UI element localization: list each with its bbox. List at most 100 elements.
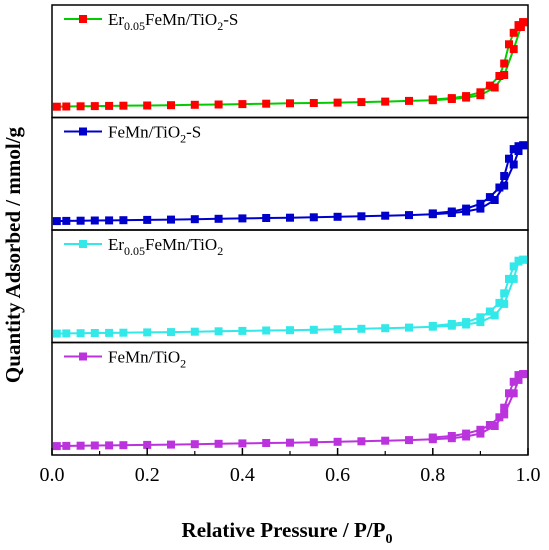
data-point <box>381 97 390 106</box>
data-point <box>52 217 61 226</box>
data-point <box>405 436 413 445</box>
x-axis-title-subscript: 0 <box>385 532 392 547</box>
data-point <box>509 262 518 271</box>
legend-subscript: 0.05 <box>124 244 145 258</box>
x-axis-title: Relative Pressure / P/P0 <box>182 518 393 547</box>
legend-subscript: 2 <box>217 244 223 258</box>
data-point <box>286 326 294 335</box>
data-point <box>143 215 152 224</box>
data-point <box>381 324 390 333</box>
data-point <box>262 214 271 222</box>
data-point <box>405 96 413 105</box>
data-point <box>105 101 114 110</box>
data-point <box>286 438 294 447</box>
data-point <box>505 389 513 398</box>
data-point <box>476 313 485 322</box>
legend-text-part: FeMn/TiO <box>108 348 180 367</box>
data-point <box>238 214 247 223</box>
legend-subscript: 2 <box>217 19 223 33</box>
data-point <box>509 389 518 398</box>
data-point <box>500 71 509 79</box>
data-point <box>167 101 175 110</box>
data-point <box>476 88 485 97</box>
y-axis-title: Quantity Adsorbed / mmol/g <box>1 126 25 383</box>
data-point <box>214 439 223 448</box>
data-point <box>52 442 61 451</box>
data-point <box>309 325 318 334</box>
data-point <box>357 98 366 107</box>
data-point <box>514 371 523 380</box>
data-point <box>476 204 485 213</box>
data-point <box>76 441 85 450</box>
legend-marker <box>79 240 87 248</box>
x-tick-label: 0.4 <box>230 464 255 486</box>
data-point <box>519 18 528 27</box>
data-point <box>519 255 528 264</box>
data-point <box>190 100 199 109</box>
x-tick-label: 0.6 <box>325 464 350 486</box>
data-point <box>119 216 128 225</box>
x-axis: 0.0 0.2 0.4 0.6 0.8 1.0 <box>40 448 541 486</box>
data-point <box>509 160 518 169</box>
data-point <box>62 441 71 450</box>
data-point <box>505 40 513 49</box>
data-point <box>476 199 485 208</box>
data-point <box>238 326 247 335</box>
data-point <box>447 207 456 216</box>
data-point <box>509 145 518 154</box>
x-tick-label: 0.8 <box>420 464 445 486</box>
data-point <box>462 318 471 327</box>
data-point <box>214 100 223 109</box>
data-point <box>495 72 504 80</box>
data-point <box>119 101 128 110</box>
legend-subscript: 2 <box>180 132 186 146</box>
legend-text-part: FeMn/TiO <box>145 10 217 29</box>
data-point <box>447 94 456 103</box>
data-point <box>509 274 518 283</box>
data-point <box>509 377 518 386</box>
data-point <box>514 256 523 265</box>
data-point <box>462 429 471 438</box>
data-point <box>447 432 456 440</box>
data-point <box>167 440 175 449</box>
data-point <box>514 147 523 155</box>
legend-marker <box>79 127 87 136</box>
data-point <box>490 311 499 320</box>
data-point <box>405 323 413 332</box>
data-point <box>490 196 499 204</box>
data-point <box>485 193 494 202</box>
data-point <box>143 440 152 449</box>
legend-marker <box>79 352 87 361</box>
data-point <box>286 213 294 222</box>
data-point <box>428 433 437 442</box>
data-point <box>76 102 85 111</box>
data-point <box>62 216 71 225</box>
data-point <box>514 21 523 30</box>
data-point <box>476 425 485 434</box>
data-point <box>238 439 247 448</box>
data-point <box>190 215 199 224</box>
data-point <box>509 45 518 54</box>
panel-1: Er0.05FeMn/TiO2-S <box>51 4 529 119</box>
data-point <box>500 172 509 180</box>
data-point <box>495 183 504 192</box>
data-point <box>500 181 509 190</box>
legend-subscript: 0.05 <box>124 19 145 33</box>
panel-3: Er0.05FeMn/TiO2 <box>51 229 529 344</box>
data-point <box>500 59 509 68</box>
data-point <box>505 274 513 283</box>
data-point <box>333 325 342 334</box>
data-point <box>90 216 99 225</box>
data-point <box>428 209 437 218</box>
data-point <box>90 329 99 337</box>
data-point <box>500 410 509 419</box>
x-tick-label: 0.0 <box>40 464 65 486</box>
data-point <box>476 318 485 327</box>
plot-area: Er0.05FeMn/TiO2-SFeMn/TiO2-SEr0.05FeMn/T… <box>51 4 529 456</box>
data-point <box>262 326 271 335</box>
data-point <box>500 299 509 308</box>
data-point <box>381 436 390 445</box>
data-point <box>52 329 61 338</box>
data-point <box>509 28 518 37</box>
legend-text-part: FeMn/TiO <box>108 123 180 142</box>
